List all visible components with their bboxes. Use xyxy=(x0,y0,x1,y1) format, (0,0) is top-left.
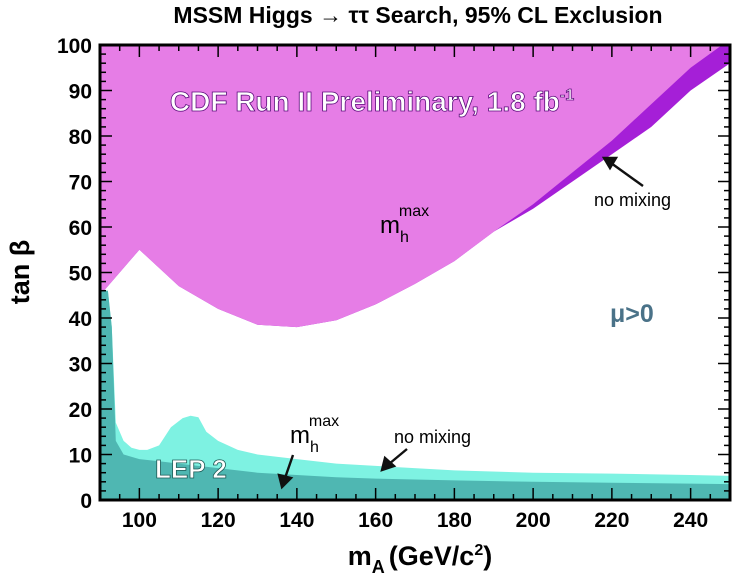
y-tick-label: 0 xyxy=(80,490,92,513)
x-tick-label: 240 xyxy=(673,509,708,532)
x-tick-label: 180 xyxy=(437,509,472,532)
lep-mhmax-sup: max xyxy=(309,413,339,430)
y-tick-label: 80 xyxy=(69,126,92,149)
y-tick-label: 30 xyxy=(69,354,92,377)
lep-mhmax-arrow xyxy=(283,454,295,479)
x-axis-label-close: ) xyxy=(483,541,492,571)
x-axis-label-sub: A xyxy=(372,557,385,577)
series-area-cdf-mhmax xyxy=(100,45,730,328)
y-tick-label: 40 xyxy=(69,308,92,331)
y-tick-label: 60 xyxy=(69,217,92,240)
fill-layer xyxy=(100,45,730,500)
y-tick-label: 20 xyxy=(69,399,92,422)
x-axis-label-m: m xyxy=(348,541,372,571)
x-tick-label: 220 xyxy=(594,509,629,532)
lep2-label: LEP 2 xyxy=(155,454,227,484)
cdf-nomixing-label: no mixing xyxy=(594,190,671,210)
y-tick-label: 50 xyxy=(69,263,92,286)
ticks-layer: 100 120 140 160 180 200 220 240 0 10 20 30 40 50 60 70 8… xyxy=(57,35,731,532)
y-tick-label: 90 xyxy=(69,81,92,104)
cdf-nomixing-arrow xyxy=(610,162,644,187)
lep-nomixing-arrow xyxy=(388,448,408,465)
cdf-label-text: CDF Run II Preliminary, 1.8 fb xyxy=(170,86,560,117)
cdf-mhmax-sub: h xyxy=(400,229,409,246)
x-tick-label: 100 xyxy=(122,509,157,532)
x-tick-label: 200 xyxy=(516,509,551,532)
lep-mhmax-label: mh max xyxy=(290,413,339,456)
x-axis-label-sup: 2 xyxy=(474,542,483,559)
lep-nomixing-arrowhead xyxy=(380,455,397,472)
cdf-label-sup: -1 xyxy=(560,87,574,104)
cdf-mhmax-sup: max xyxy=(399,203,429,220)
x-tick-label: 160 xyxy=(358,509,393,532)
annotation-arrows xyxy=(277,156,644,490)
x-tick-label: 140 xyxy=(279,509,314,532)
y-tick-label: 10 xyxy=(69,445,92,468)
lep-nomixing-label: no mixing xyxy=(394,427,471,447)
cdf-mhmax-label: mh max xyxy=(380,203,429,246)
series-area-lep2-mhmax xyxy=(100,290,730,500)
lep-mhmax-arrowhead xyxy=(277,473,294,490)
cdf-mhmax-m: m xyxy=(380,212,400,239)
cdf-label: CDF Run II Preliminary, 1.8 fb-1 xyxy=(170,86,574,117)
cdf-nomixing-arrowhead xyxy=(601,156,619,171)
mu-label: μ>0 xyxy=(610,300,654,328)
lep-mhmax-m: m xyxy=(290,422,310,449)
lep-mhmax-sub: h xyxy=(310,439,319,456)
x-axis-label: mA (GeV/c2) xyxy=(348,541,492,577)
chart-title: MSSM Higgs → ττ Search, 95% CL Exclusion xyxy=(173,2,662,28)
y-axis-label: tan β xyxy=(5,240,35,304)
x-tick-label: 120 xyxy=(201,509,236,532)
y-tick-label: 100 xyxy=(57,35,92,58)
x-axis-label-unit: (GeV/c xyxy=(389,541,475,571)
y-tick-label: 70 xyxy=(69,172,92,195)
